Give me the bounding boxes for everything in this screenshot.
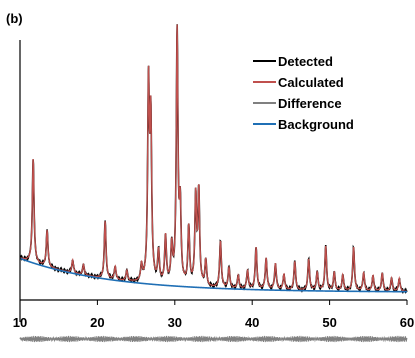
x-ticks: 10 20 30 40 50 60	[13, 300, 414, 330]
x-tick-label: 60	[400, 315, 414, 330]
x-tick-label: 30	[168, 315, 182, 330]
legend-label: Difference	[278, 96, 342, 111]
x-tick-label: 20	[90, 315, 104, 330]
calculated-line	[19, 24, 408, 292]
difference-line	[19, 335, 408, 343]
x-tick-label: 10	[13, 315, 27, 330]
background-line	[19, 257, 407, 293]
legend-label: Detected	[278, 54, 333, 69]
x-tick-label: 50	[322, 315, 336, 330]
panel-label: (b)	[6, 11, 23, 26]
legend-label: Calculated	[278, 75, 344, 90]
legend-label: Background	[278, 117, 354, 132]
legend: Detected Calculated Difference Background	[253, 54, 354, 132]
detected-line	[19, 24, 408, 294]
plot-lines	[19, 24, 408, 343]
x-tick-label: 40	[245, 315, 259, 330]
